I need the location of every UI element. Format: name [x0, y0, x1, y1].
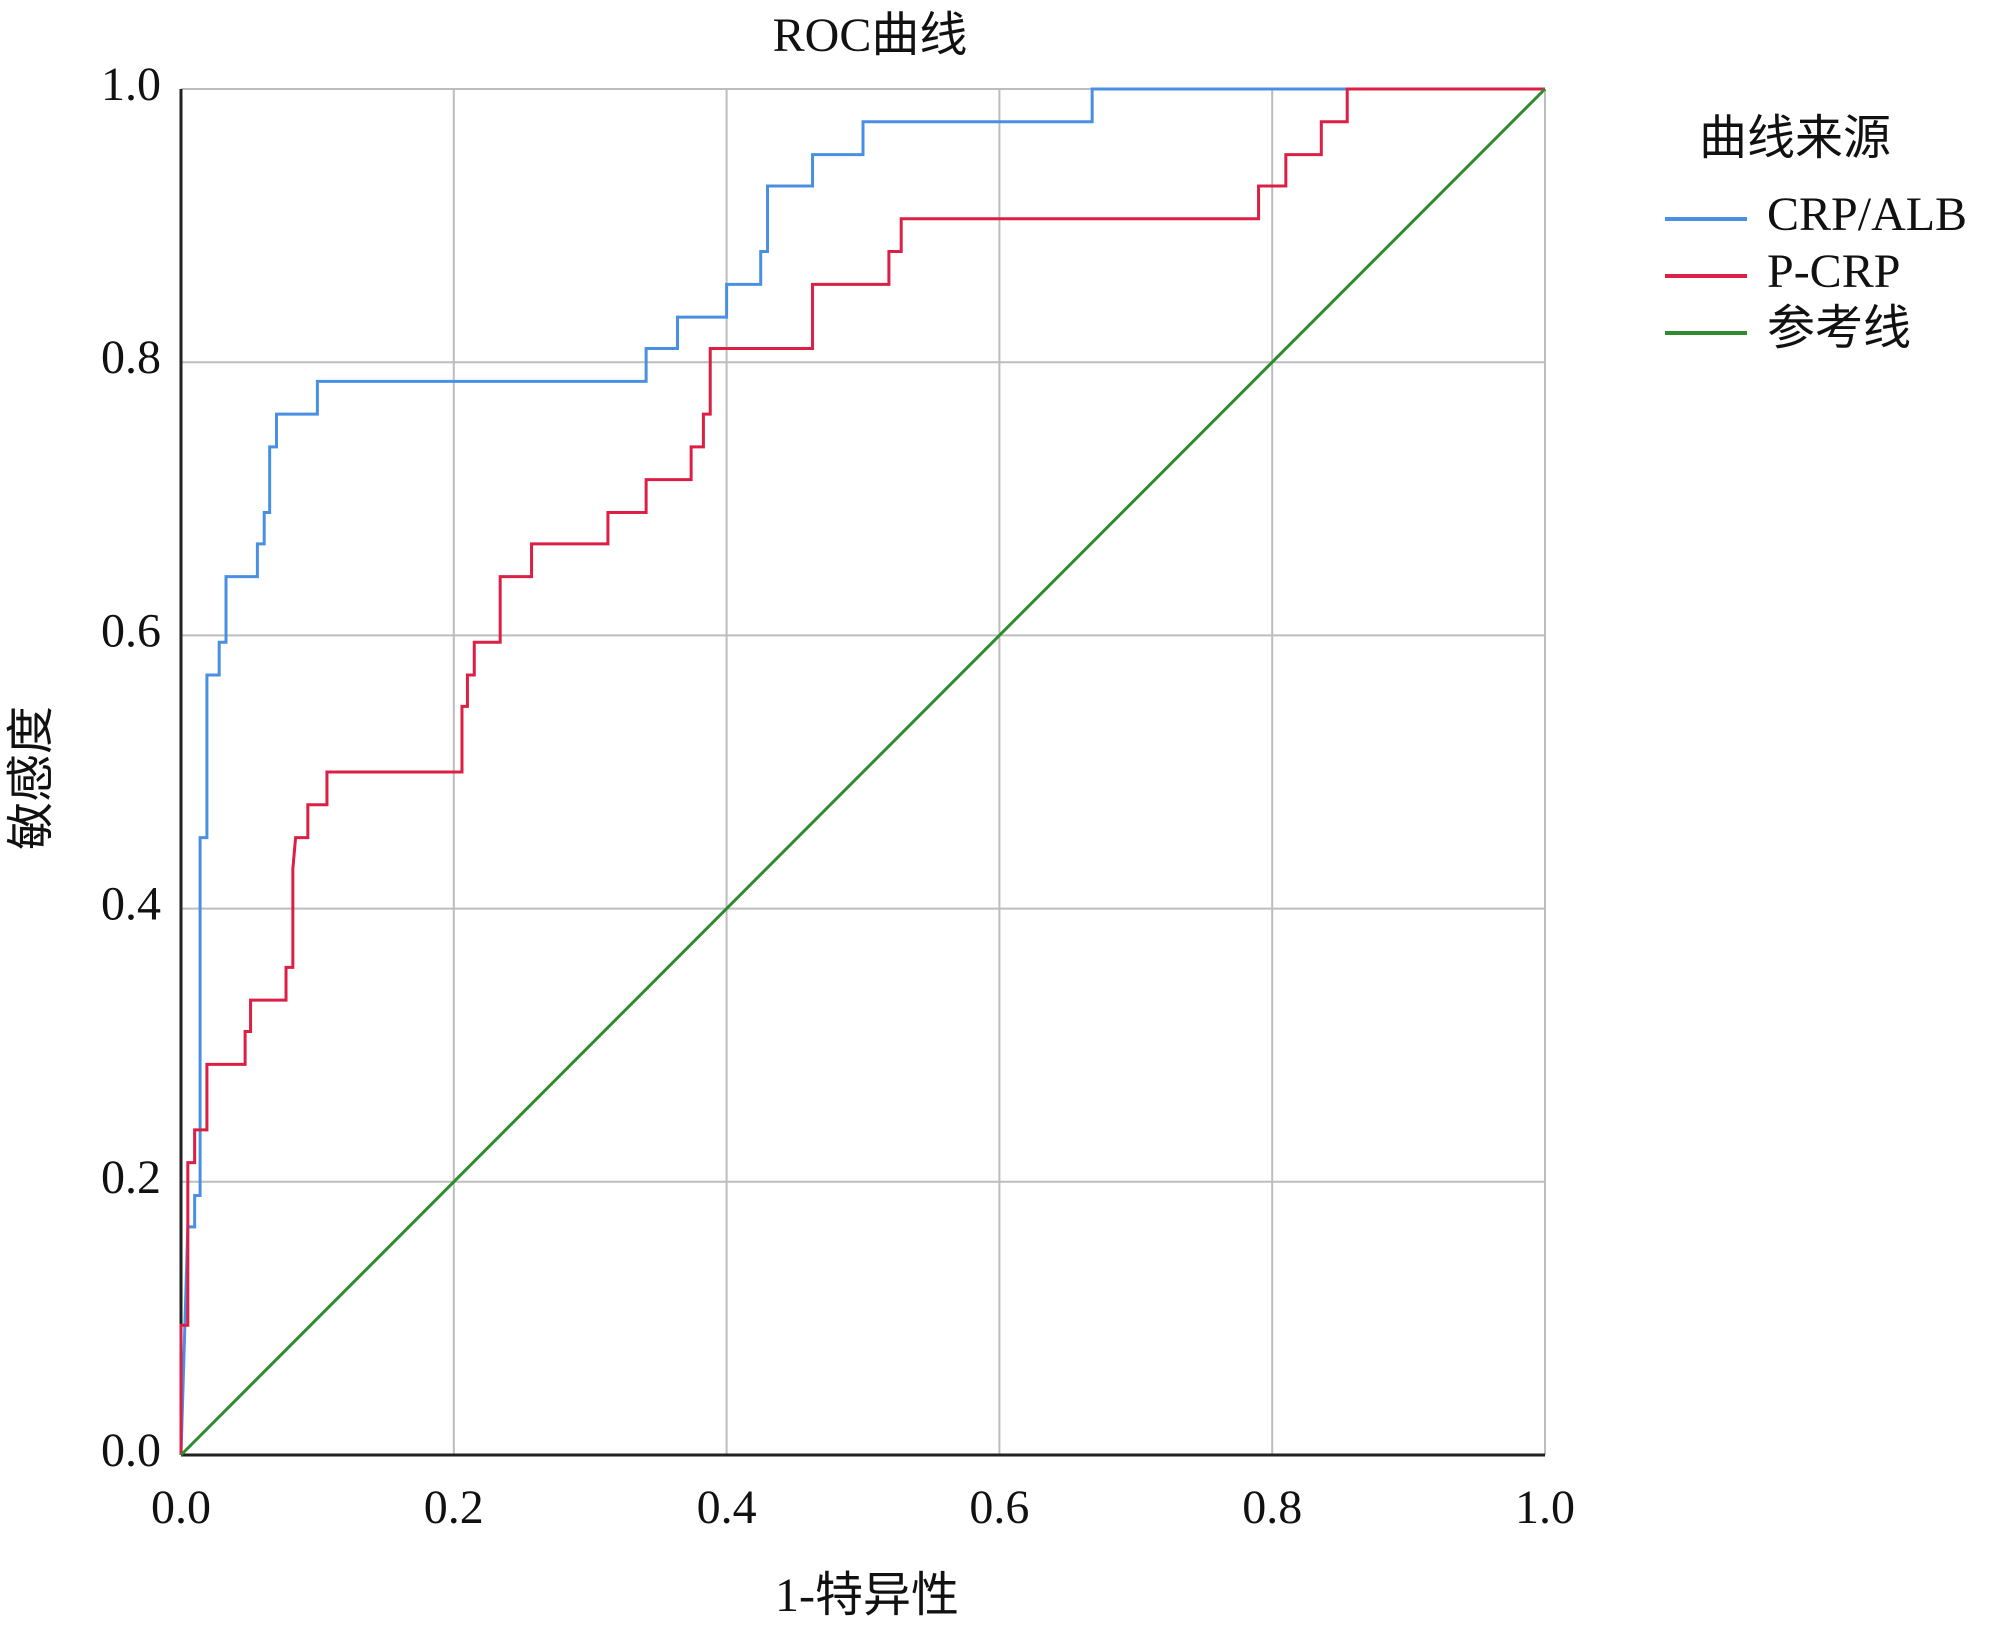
legend-label: CRP/ALB — [1767, 188, 1967, 241]
y-tick-label: 0.2 — [101, 1151, 161, 1204]
x-tick-label: 0.2 — [424, 1481, 484, 1534]
x-tick-label: 0.4 — [697, 1481, 757, 1534]
y-tick-label: 1.0 — [101, 58, 161, 111]
roc-line — [179, 87, 1545, 1456]
y-tick-label: 0.6 — [101, 604, 161, 657]
y-tick-label: 0.0 — [101, 1424, 161, 1477]
legend-title: 曲线来源 — [1699, 112, 1891, 165]
x-axis-label: 1-特异性 — [775, 1569, 959, 1622]
x-tick-label: 0.0 — [151, 1481, 211, 1534]
roc-line — [179, 87, 1545, 1455]
y-tick-label: 0.4 — [101, 878, 161, 931]
y-axis-label: 敏感度 — [5, 706, 58, 850]
x-tick-label: 0.8 — [1242, 1481, 1302, 1534]
legend-label: P-CRP — [1767, 245, 1900, 298]
y-tick-label: 0.8 — [101, 331, 161, 384]
x-tick-label: 0.6 — [969, 1481, 1029, 1534]
legend-label: 参考线 — [1767, 302, 1911, 355]
roc-line — [179, 87, 1547, 1457]
chart-title: ROC曲线 — [773, 9, 968, 62]
x-tick-label: 1.0 — [1515, 1481, 1575, 1534]
